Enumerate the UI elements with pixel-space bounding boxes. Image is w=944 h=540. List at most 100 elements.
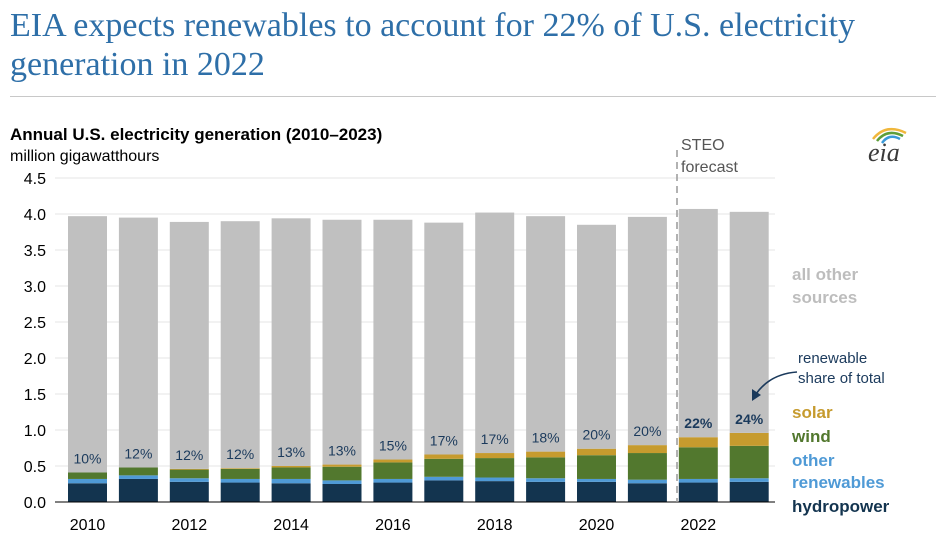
share-label-2011: 12% xyxy=(124,445,152,461)
y-tick-label: 3.0 xyxy=(24,279,46,296)
y-tick-label: 2.5 xyxy=(24,315,46,332)
x-axis-ticks: 2010 2012 2014 2016 2018 2020 2022 xyxy=(70,517,716,534)
share-label-2010: 10% xyxy=(73,450,101,466)
bar-segment-all-other-sources-2017 xyxy=(424,222,464,455)
share-label-2017: 17% xyxy=(430,432,458,448)
bar-segment-wind-2023 xyxy=(729,445,769,479)
bar-segment-other-renewables-2016 xyxy=(373,478,413,483)
bar-segment-all-other-sources-2013 xyxy=(220,221,260,469)
forecast-label-line2: forecast xyxy=(681,159,738,176)
bar-segment-wind-2013 xyxy=(220,468,260,479)
bar-segment-all-other-sources-2011 xyxy=(118,217,158,468)
legend-hydropower: hydropower xyxy=(792,497,890,516)
bar-segment-wind-2010 xyxy=(68,472,107,479)
bar-segment-other-renewables-2022 xyxy=(678,478,718,483)
y-tick-label: 4.0 xyxy=(24,207,46,224)
bar-segment-solar-2019 xyxy=(526,451,566,458)
bar-segment-hydropower-2010 xyxy=(68,483,107,502)
annotation-line2: share of total xyxy=(798,370,885,387)
share-label-2019: 18% xyxy=(532,430,560,446)
bar-segment-wind-2014 xyxy=(271,467,311,479)
bar-segment-all-other-sources-2020 xyxy=(577,224,616,449)
share-label-2023: 24% xyxy=(735,411,764,427)
share-label-2018: 17% xyxy=(481,431,509,447)
x-tick-label-2016: 2016 xyxy=(375,517,411,534)
bar-segment-other-renewables-2023 xyxy=(729,478,769,482)
bar-segment-all-other-sources-2015 xyxy=(322,219,362,465)
bar-segment-all-other-sources-2021 xyxy=(627,216,667,446)
bar-segment-solar-2016 xyxy=(373,459,413,463)
bar-segment-wind-2012 xyxy=(169,469,209,479)
bar-segment-solar-2017 xyxy=(424,454,464,459)
y-tick-label: 1.5 xyxy=(24,387,46,404)
eia-logo-icon: eia xyxy=(868,127,907,167)
y-tick-label: 1.0 xyxy=(24,423,46,440)
y-tick-label: 4.5 xyxy=(24,171,46,188)
bar-segment-hydropower-2019 xyxy=(526,481,566,502)
share-label-2012: 12% xyxy=(175,447,203,463)
y-tick-label: 0.5 xyxy=(24,459,46,476)
x-tick-label-2018: 2018 xyxy=(477,517,513,534)
bar-segment-hydropower-2021 xyxy=(627,483,667,502)
share-label-2015: 13% xyxy=(328,443,356,459)
chart-title: Annual U.S. electricity generation (2010… xyxy=(10,125,382,144)
bar-segment-other-renewables-2019 xyxy=(526,478,566,482)
bar-segment-other-renewables-2013 xyxy=(220,478,260,483)
bar-segment-wind-2021 xyxy=(627,453,667,480)
y-tick-label: 3.5 xyxy=(24,243,46,260)
y-axis-ticks: 0.0 0.5 1.0 1.5 2.0 2.5 3.0 3.5 4.0 4.5 xyxy=(24,171,46,512)
page-title: EIA expects renewables to account for 22… xyxy=(10,7,855,83)
share-label-2014: 13% xyxy=(277,444,305,460)
bar-segment-hydropower-2013 xyxy=(220,482,260,502)
y-tick-label: 2.0 xyxy=(24,351,46,368)
bar-segment-solar-2012 xyxy=(169,468,209,470)
bar-segment-solar-2021 xyxy=(627,445,667,454)
x-tick-label-2014: 2014 xyxy=(273,517,309,534)
bar-segment-other-renewables-2021 xyxy=(627,479,667,484)
bar-segment-wind-2022 xyxy=(678,447,718,479)
annotation-arrow xyxy=(755,371,798,395)
bar-segment-other-renewables-2018 xyxy=(475,477,515,482)
bar-segment-other-renewables-2010 xyxy=(68,478,107,484)
bar-segment-hydropower-2023 xyxy=(729,481,769,502)
title-divider xyxy=(10,96,936,97)
bar-segment-other-renewables-2012 xyxy=(169,478,209,482)
bar-segment-hydropower-2012 xyxy=(169,481,209,502)
legend: all other sources solar wind other renew… xyxy=(791,265,890,516)
share-label-2013: 12% xyxy=(226,446,254,462)
bar-segment-other-renewables-2011 xyxy=(118,475,158,479)
bar-segment-other-renewables-2017 xyxy=(424,476,464,481)
bar-segment-wind-2011 xyxy=(118,467,158,476)
bar-segment-hydropower-2020 xyxy=(577,481,616,502)
annotation-arrowhead xyxy=(752,389,761,401)
bar-segment-solar-2015 xyxy=(322,464,362,467)
bar-segment-other-renewables-2015 xyxy=(322,480,362,484)
bar-segment-hydropower-2017 xyxy=(424,480,464,502)
bar-segment-all-other-sources-2023 xyxy=(729,211,769,433)
bar-segment-solar-2013 xyxy=(220,468,260,469)
chart-ylabel: million gigawatthours xyxy=(10,148,159,165)
legend-all-other-line2: sources xyxy=(792,288,857,307)
bars xyxy=(68,208,769,502)
bar-segment-hydropower-2011 xyxy=(118,478,158,502)
eia-logo-text: eia xyxy=(868,138,900,167)
y-tick-label: 0.0 xyxy=(24,495,46,512)
share-label-2021: 20% xyxy=(633,423,661,439)
bar-segment-other-renewables-2020 xyxy=(577,478,616,482)
gridlines xyxy=(55,177,775,467)
legend-all-other-line1: all other xyxy=(792,265,859,284)
bar-segment-wind-2018 xyxy=(475,458,515,478)
share-labels: 10% 12% 12% 12% 13% 13% 15% 17% 17% 18% 20% 20% 22% 2… xyxy=(73,411,763,467)
x-tick-label-2010: 2010 xyxy=(70,517,106,534)
bar-segment-wind-2016 xyxy=(373,462,413,479)
share-label-2020: 20% xyxy=(582,427,610,443)
bar-segment-solar-2018 xyxy=(475,453,515,459)
bar-segment-hydropower-2014 xyxy=(271,483,311,502)
bar-segment-solar-2023 xyxy=(729,432,769,446)
x-tick-label-2012: 2012 xyxy=(172,517,208,534)
bar-segment-all-other-sources-2010 xyxy=(68,216,107,473)
x-tick-label-2020: 2020 xyxy=(579,517,615,534)
bar-segment-all-other-sources-2014 xyxy=(271,218,311,466)
bar-segment-wind-2020 xyxy=(577,455,616,479)
